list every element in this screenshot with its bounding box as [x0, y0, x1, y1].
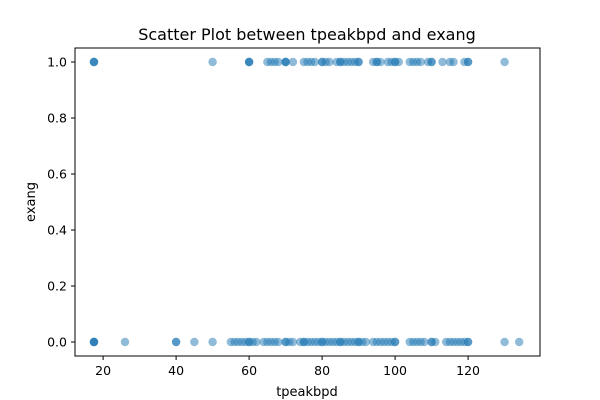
scatter-point [500, 337, 509, 347]
scatter-point [463, 57, 473, 67]
y-tick-label: 1.0 [47, 55, 67, 70]
y-axis-ticks: 0.0 0.2 0.4 0.6 0.8 1.0 [47, 55, 75, 350]
scatter-point [376, 57, 385, 67]
x-tick-label: 80 [314, 363, 330, 378]
scatter-point [288, 57, 298, 67]
scatter-point [325, 57, 334, 67]
scatter-point [463, 337, 473, 347]
scatter-point [394, 57, 403, 67]
scatter-point [310, 57, 319, 67]
scatter-point [361, 337, 371, 347]
scatter-point [431, 337, 440, 347]
scatter-point [252, 337, 261, 347]
x-axis-label: tpeakbpd [276, 385, 338, 400]
scatter-point [354, 57, 363, 67]
y-tick-label: 0.0 [47, 335, 67, 350]
scatter-point [416, 57, 425, 67]
scatter-point [274, 57, 283, 67]
y-tick-label: 0.8 [47, 111, 67, 126]
x-axis-ticks: 20 40 60 80 100 120 [95, 356, 480, 378]
chart-title: Scatter Plot between tpeakbpd and exang [138, 25, 476, 44]
scatter-point [427, 57, 436, 67]
scatter-point [514, 337, 524, 347]
scatter-point [89, 337, 99, 347]
x-tick-label: 100 [383, 363, 407, 378]
x-tick-label: 60 [241, 363, 257, 378]
scatter-point [288, 337, 298, 347]
scatter-point [449, 57, 458, 67]
y-axis-label: exang [24, 182, 39, 222]
scatter-point [420, 337, 429, 347]
plot-frame [74, 47, 541, 357]
scatter-point [120, 337, 130, 347]
y-tick-label: 0.2 [47, 279, 67, 294]
points-layer [89, 57, 524, 347]
y-tick-label: 0.4 [47, 223, 67, 238]
y-tick-label: 0.6 [47, 167, 67, 182]
scatter-point [500, 57, 509, 67]
scatter-point [281, 57, 290, 67]
scatter-point [274, 337, 283, 347]
x-tick-label: 120 [456, 363, 480, 378]
scatter-point [208, 337, 217, 347]
scatter-point [190, 337, 199, 347]
scatter-point [171, 337, 181, 347]
scatter-point [244, 57, 254, 67]
scatter-point [208, 57, 217, 67]
scatter-point [390, 337, 400, 347]
x-tick-label: 40 [168, 363, 184, 378]
scatter-point [438, 57, 447, 67]
x-tick-label: 20 [95, 363, 111, 378]
scatter-point [89, 57, 99, 67]
